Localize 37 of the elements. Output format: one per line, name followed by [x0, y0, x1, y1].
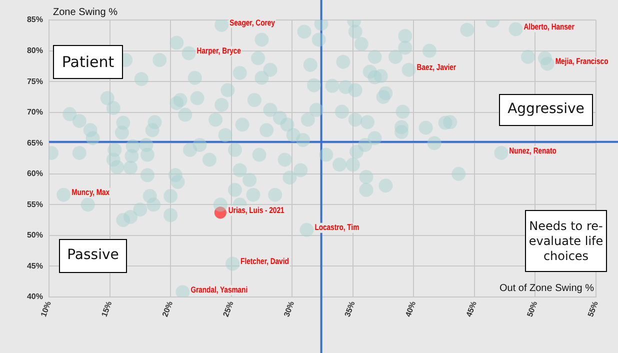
- y-tick-label: 50%: [26, 230, 43, 240]
- x-tick-label: 10%: [39, 300, 53, 318]
- annotation: Fletcher, David: [240, 256, 290, 266]
- x-tick-label: 30%: [282, 300, 296, 318]
- y-tick-label: 85%: [26, 15, 43, 24]
- annotation: Grandal, Yasmani: [190, 284, 248, 295]
- x-axis-title: Out of Zone Swing %: [500, 283, 594, 294]
- x-tick-label: 55%: [586, 300, 600, 318]
- y-tick-label: 55%: [26, 200, 43, 209]
- annotation: Locastro, Tim: [314, 222, 360, 232]
- y-tick-label: 65%: [26, 138, 43, 148]
- annotation: Baez, Javier: [416, 62, 456, 72]
- x-tick-label: 50%: [525, 300, 540, 318]
- annotation: Aggressive: [499, 94, 593, 126]
- y-tick-label: 40%: [26, 292, 43, 302]
- y-tick-label: 75%: [26, 76, 43, 86]
- annotation: Needs to re-evaluate life choices: [525, 210, 607, 272]
- annotation: Muncy, Max: [72, 187, 110, 198]
- annotation: Harper, Bryce: [196, 46, 242, 56]
- x-tick-label: 25%: [221, 300, 236, 318]
- annotation: Seager, Corey: [230, 18, 276, 28]
- y-tick-label: 70%: [26, 108, 43, 117]
- annotation: Nunez, Renato: [509, 146, 557, 156]
- annotation: Mejia, Francisco: [555, 56, 608, 66]
- x-tick-label: 45%: [464, 300, 478, 318]
- y-axis-title: Zone Swing %: [53, 7, 118, 18]
- x-tick-label: 35%: [342, 300, 357, 318]
- y-tick-label: 45%: [26, 261, 43, 270]
- x-tick-label: 15%: [100, 300, 114, 318]
- annotation: Urias, Luis - 2021: [228, 205, 285, 216]
- y-tick-label: 60%: [26, 169, 43, 178]
- annotation: Passive: [59, 239, 127, 273]
- y-tick-label: 80%: [26, 46, 43, 55]
- x-tick-label: 40%: [404, 300, 418, 318]
- annotation: Alberto, Hanser: [524, 22, 574, 32]
- annotation: Patient: [53, 45, 123, 79]
- x-tick-label: 20%: [160, 300, 175, 318]
